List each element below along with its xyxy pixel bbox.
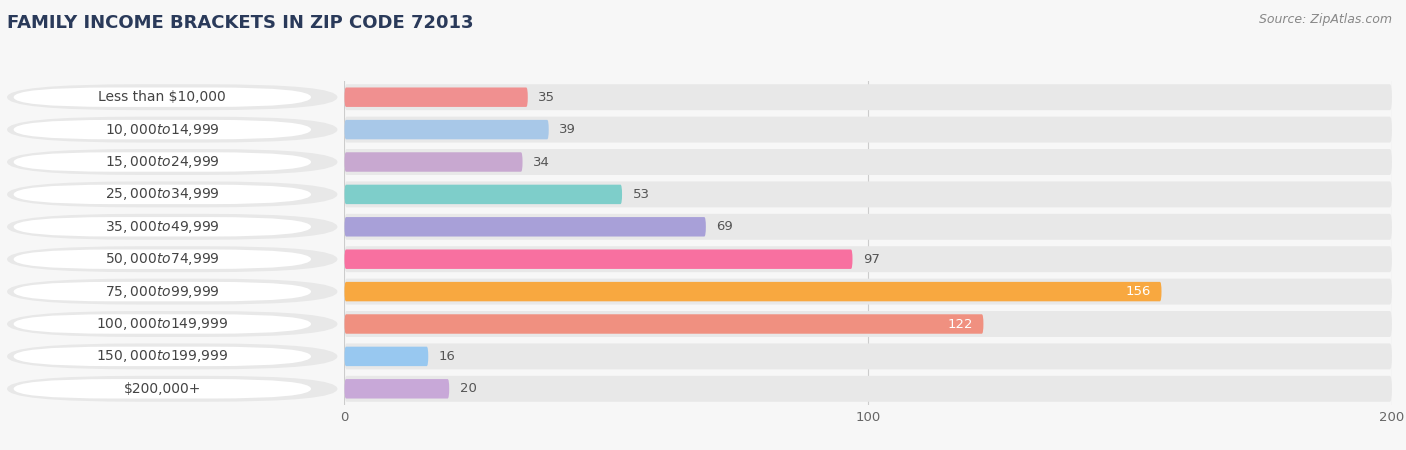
Text: $35,000 to $49,999: $35,000 to $49,999 — [105, 219, 219, 235]
FancyBboxPatch shape — [14, 217, 311, 237]
Text: $50,000 to $74,999: $50,000 to $74,999 — [105, 251, 219, 267]
FancyBboxPatch shape — [344, 343, 1392, 369]
FancyBboxPatch shape — [7, 279, 337, 305]
Text: 53: 53 — [633, 188, 650, 201]
FancyBboxPatch shape — [14, 314, 311, 334]
Text: $75,000 to $99,999: $75,000 to $99,999 — [105, 284, 219, 300]
FancyBboxPatch shape — [344, 282, 1161, 302]
Text: FAMILY INCOME BRACKETS IN ZIP CODE 72013: FAMILY INCOME BRACKETS IN ZIP CODE 72013 — [7, 14, 474, 32]
Text: Source: ZipAtlas.com: Source: ZipAtlas.com — [1258, 14, 1392, 27]
FancyBboxPatch shape — [14, 282, 311, 302]
FancyBboxPatch shape — [344, 217, 706, 237]
FancyBboxPatch shape — [344, 314, 983, 334]
Text: 122: 122 — [948, 318, 973, 330]
FancyBboxPatch shape — [344, 149, 1392, 175]
FancyBboxPatch shape — [14, 379, 311, 399]
Text: $200,000+: $200,000+ — [124, 382, 201, 396]
FancyBboxPatch shape — [344, 117, 1392, 143]
FancyBboxPatch shape — [344, 246, 1392, 272]
Text: 156: 156 — [1126, 285, 1152, 298]
FancyBboxPatch shape — [344, 84, 1392, 110]
FancyBboxPatch shape — [14, 152, 311, 172]
FancyBboxPatch shape — [344, 249, 852, 269]
FancyBboxPatch shape — [344, 279, 1392, 305]
FancyBboxPatch shape — [344, 152, 523, 172]
FancyBboxPatch shape — [7, 214, 337, 240]
FancyBboxPatch shape — [14, 346, 311, 366]
FancyBboxPatch shape — [7, 246, 337, 272]
FancyBboxPatch shape — [7, 181, 337, 207]
Text: Less than $10,000: Less than $10,000 — [98, 90, 226, 104]
FancyBboxPatch shape — [14, 249, 311, 269]
Text: $100,000 to $149,999: $100,000 to $149,999 — [96, 316, 229, 332]
FancyBboxPatch shape — [7, 376, 337, 402]
Text: 35: 35 — [538, 91, 555, 104]
FancyBboxPatch shape — [7, 117, 337, 143]
FancyBboxPatch shape — [344, 346, 429, 366]
Text: 20: 20 — [460, 382, 477, 395]
FancyBboxPatch shape — [344, 379, 450, 399]
FancyBboxPatch shape — [14, 120, 311, 140]
Text: $10,000 to $14,999: $10,000 to $14,999 — [105, 122, 219, 138]
FancyBboxPatch shape — [344, 376, 1392, 402]
FancyBboxPatch shape — [14, 184, 311, 204]
FancyBboxPatch shape — [7, 311, 337, 337]
Text: $25,000 to $34,999: $25,000 to $34,999 — [105, 186, 219, 202]
FancyBboxPatch shape — [344, 87, 527, 107]
FancyBboxPatch shape — [7, 149, 337, 175]
FancyBboxPatch shape — [7, 343, 337, 369]
Text: 39: 39 — [560, 123, 576, 136]
Text: 16: 16 — [439, 350, 456, 363]
FancyBboxPatch shape — [344, 181, 1392, 207]
Text: 97: 97 — [863, 253, 880, 266]
FancyBboxPatch shape — [344, 120, 548, 140]
Text: 69: 69 — [716, 220, 733, 233]
FancyBboxPatch shape — [344, 311, 1392, 337]
Text: $150,000 to $199,999: $150,000 to $199,999 — [96, 348, 229, 364]
Text: $15,000 to $24,999: $15,000 to $24,999 — [105, 154, 219, 170]
Text: 34: 34 — [533, 156, 550, 168]
FancyBboxPatch shape — [14, 87, 311, 107]
FancyBboxPatch shape — [344, 184, 621, 204]
FancyBboxPatch shape — [344, 214, 1392, 240]
FancyBboxPatch shape — [7, 84, 337, 110]
